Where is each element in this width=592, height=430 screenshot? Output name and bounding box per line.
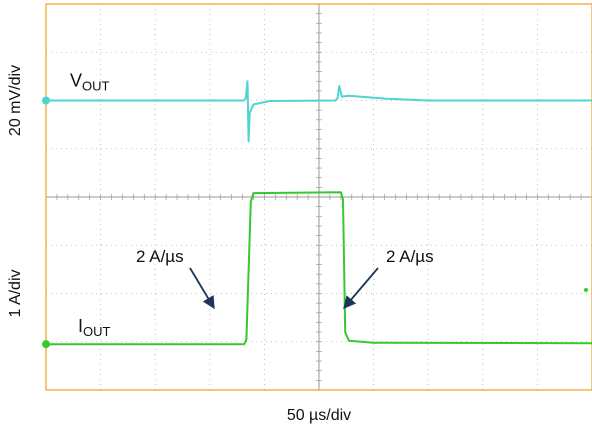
annotation-fall-rate: 2 A/µs (386, 247, 434, 266)
channel-markers (42, 96, 588, 349)
annotation-rise-rate: 2 A/µs (136, 247, 184, 266)
x-axis-label: 50 µs/div (287, 407, 351, 424)
series-label-vout: VOUT (70, 71, 110, 94)
vout-label-sub: OUT (82, 79, 110, 94)
trace-iout (46, 191, 592, 346)
iout-label-sub: OUT (83, 324, 111, 339)
y-axis-label-vout: 20 mV/div (7, 65, 24, 136)
channel-marker-2 (42, 96, 50, 105)
vout-label-main: V (70, 71, 82, 91)
arrow-rise (189, 267, 215, 310)
arrow-fall (343, 267, 379, 309)
series-label-iout: IOUT (78, 316, 111, 339)
y-axis-label-iout: 1 A/div (7, 269, 24, 317)
trace-vout (46, 80, 592, 143)
plot-frame (45, 3, 592, 391)
trace-trigger-marker (584, 288, 588, 292)
chart-grid (45, 3, 592, 391)
channel-marker-4 (42, 340, 50, 349)
annotations: 2 A/µs 2 A/µs (136, 247, 434, 310)
chart-traces (46, 80, 592, 346)
iout-label-main: I (78, 316, 83, 336)
